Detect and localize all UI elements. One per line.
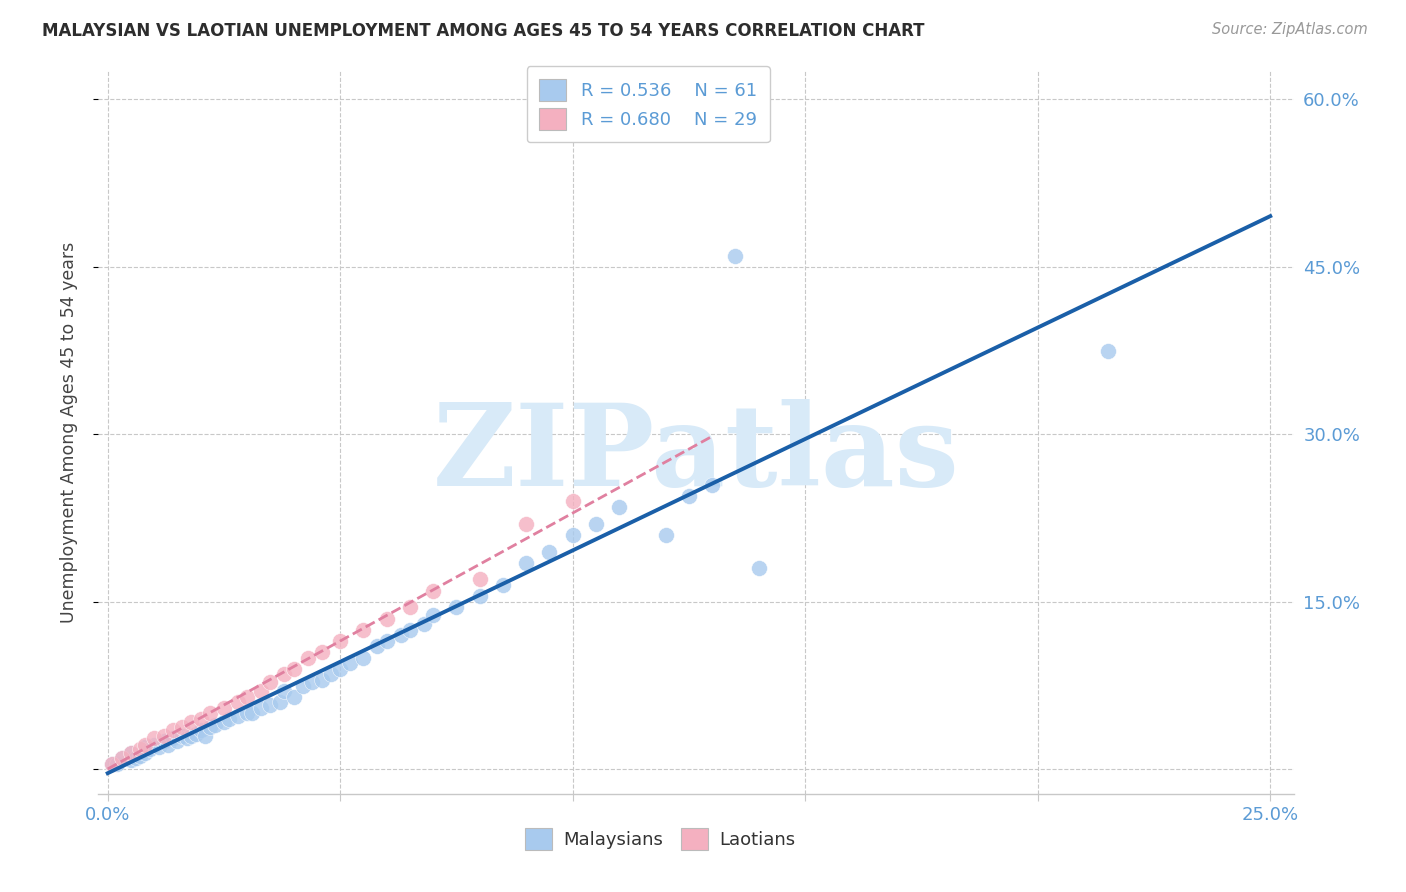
Point xyxy=(111,751,134,765)
Point xyxy=(198,706,221,721)
Point xyxy=(353,650,375,665)
Point xyxy=(204,717,226,731)
Point xyxy=(724,249,747,263)
Point xyxy=(259,698,281,712)
Point xyxy=(446,600,468,615)
Point xyxy=(283,662,305,676)
Point xyxy=(138,742,160,756)
Point xyxy=(190,712,212,726)
Point xyxy=(422,608,444,623)
Point xyxy=(105,756,128,771)
Point xyxy=(492,578,515,592)
Point xyxy=(162,723,184,738)
Point xyxy=(273,667,295,681)
Point xyxy=(269,695,291,709)
Point xyxy=(226,708,249,723)
Point xyxy=(607,500,630,514)
Point xyxy=(292,679,315,693)
Point xyxy=(1097,343,1119,358)
Text: Source: ZipAtlas.com: Source: ZipAtlas.com xyxy=(1212,22,1368,37)
Point xyxy=(157,738,180,752)
Point xyxy=(515,516,537,531)
Point xyxy=(422,583,444,598)
Legend: Malaysians, Laotians: Malaysians, Laotians xyxy=(517,821,803,857)
Point xyxy=(319,667,342,681)
Point xyxy=(240,706,263,721)
Point xyxy=(111,751,134,765)
Point xyxy=(655,528,678,542)
Point xyxy=(198,720,221,734)
Point xyxy=(283,690,305,704)
Point xyxy=(120,746,142,760)
Point xyxy=(166,734,188,748)
Point xyxy=(250,701,273,715)
Point xyxy=(152,729,174,743)
Point xyxy=(678,489,700,503)
Point xyxy=(184,726,207,740)
Point xyxy=(101,756,124,771)
Point xyxy=(212,715,235,730)
Point xyxy=(143,731,166,745)
Point xyxy=(366,640,388,654)
Point xyxy=(399,623,422,637)
Point xyxy=(468,589,491,603)
Point xyxy=(329,662,352,676)
Point xyxy=(190,723,212,738)
Point xyxy=(236,706,259,721)
Point xyxy=(162,731,184,745)
Point xyxy=(120,746,142,760)
Point xyxy=(129,748,152,763)
Point xyxy=(301,675,323,690)
Point xyxy=(311,673,333,687)
Point xyxy=(180,729,202,743)
Point xyxy=(134,739,156,754)
Point xyxy=(339,657,361,671)
Point xyxy=(134,738,156,752)
Point xyxy=(120,753,142,767)
Text: MALAYSIAN VS LAOTIAN UNEMPLOYMENT AMONG AGES 45 TO 54 YEARS CORRELATION CHART: MALAYSIAN VS LAOTIAN UNEMPLOYMENT AMONG … xyxy=(42,22,925,40)
Point xyxy=(212,701,235,715)
Point xyxy=(172,729,194,743)
Point xyxy=(218,712,240,726)
Point xyxy=(561,528,583,542)
Point xyxy=(413,617,436,632)
Y-axis label: Unemployment Among Ages 45 to 54 years: Unemployment Among Ages 45 to 54 years xyxy=(59,242,77,624)
Point xyxy=(375,611,398,625)
Point xyxy=(134,746,156,760)
Point xyxy=(180,715,202,730)
Point xyxy=(148,739,170,754)
Point xyxy=(399,600,422,615)
Point xyxy=(468,573,491,587)
Point xyxy=(250,684,273,698)
Point xyxy=(538,544,561,558)
Text: ZIPatlas: ZIPatlas xyxy=(433,399,959,510)
Point xyxy=(259,675,281,690)
Point xyxy=(311,645,333,659)
Point xyxy=(124,751,146,765)
Point xyxy=(143,738,166,752)
Point xyxy=(561,494,583,508)
Point xyxy=(152,734,174,748)
Point xyxy=(585,516,607,531)
Point xyxy=(236,690,259,704)
Point xyxy=(353,623,375,637)
Point xyxy=(748,561,770,575)
Point xyxy=(226,695,249,709)
Point xyxy=(375,633,398,648)
Point xyxy=(101,756,124,771)
Point xyxy=(194,729,217,743)
Point xyxy=(389,628,412,642)
Point xyxy=(273,684,295,698)
Point xyxy=(176,731,198,745)
Point xyxy=(329,633,352,648)
Point xyxy=(129,742,152,756)
Point xyxy=(172,720,194,734)
Point xyxy=(297,650,319,665)
Point xyxy=(702,477,724,491)
Point xyxy=(515,556,537,570)
